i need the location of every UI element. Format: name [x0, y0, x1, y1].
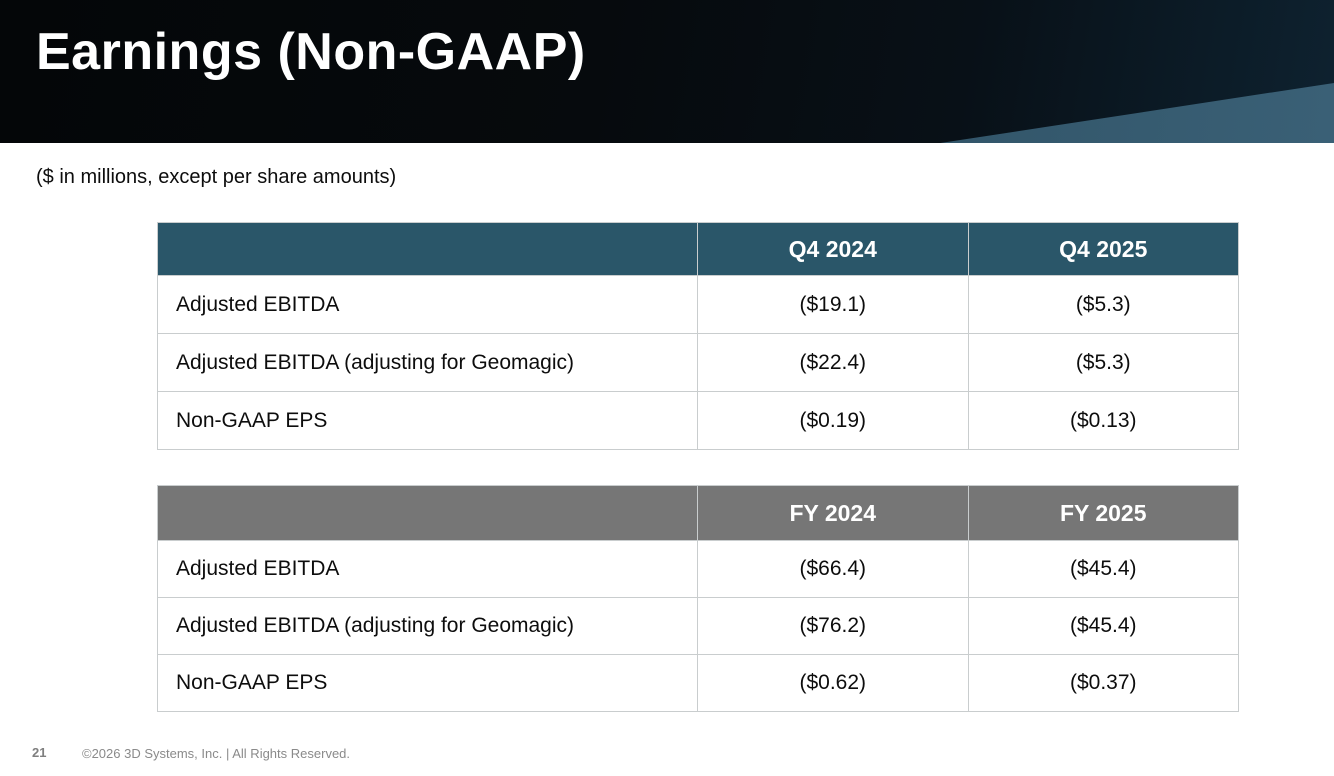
quarterly-header-row: Q4 2024 Q4 2025: [157, 222, 1239, 276]
cell-value: ($76.2): [697, 597, 969, 655]
page-number: 21: [32, 745, 47, 760]
full-year-header-fy-2024: FY 2024: [697, 485, 969, 541]
quarterly-results-table: Q4 2024 Q4 2025 Adjusted EBITDA ($19.1) …: [157, 222, 1239, 450]
slide-footer: 21 ©2026 3D Systems, Inc. | All Rights R…: [0, 742, 1334, 766]
copyright-text: ©2026 3D Systems, Inc. | All Rights Rese…: [82, 746, 351, 761]
table-row-adjusted-ebitda-geomagic: Adjusted EBITDA (adjusting for Geomagic)…: [157, 597, 1239, 655]
cell-value: ($45.4): [967, 597, 1239, 655]
cell-value: ($0.13): [967, 391, 1239, 450]
row-label: Adjusted EBITDA: [157, 275, 698, 334]
cell-value: ($5.3): [967, 333, 1239, 392]
table-row-non-gaap-eps: Non-GAAP EPS ($0.19) ($0.13): [157, 391, 1239, 450]
slide-header-band: Earnings (Non-GAAP): [0, 0, 1334, 143]
full-year-header-row: FY 2024 FY 2025: [157, 485, 1239, 541]
full-year-header-fy-2025: FY 2025: [967, 485, 1239, 541]
table-row-non-gaap-eps: Non-GAAP EPS ($0.62) ($0.37): [157, 654, 1239, 712]
units-note: ($ in millions, except per share amounts…: [36, 166, 397, 188]
row-label: Non-GAAP EPS: [157, 391, 698, 450]
cell-value: ($22.4): [697, 333, 969, 392]
slide-title: Earnings (Non-GAAP): [36, 23, 586, 81]
table-row-adjusted-ebitda: Adjusted EBITDA ($66.4) ($45.4): [157, 540, 1239, 598]
quarterly-header-empty-cell: [157, 222, 698, 276]
quarterly-header-q4-2025: Q4 2025: [967, 222, 1239, 276]
cell-value: ($66.4): [697, 540, 969, 598]
row-label: Non-GAAP EPS: [157, 654, 698, 712]
full-year-results-table: FY 2024 FY 2025 Adjusted EBITDA ($66.4) …: [157, 485, 1239, 712]
row-label: Adjusted EBITDA: [157, 540, 698, 598]
row-label: Adjusted EBITDA (adjusting for Geomagic): [157, 597, 698, 655]
cell-value: ($0.37): [967, 654, 1239, 712]
table-row-adjusted-ebitda-geomagic: Adjusted EBITDA (adjusting for Geomagic)…: [157, 333, 1239, 392]
cell-value: ($0.19): [697, 391, 969, 450]
row-label: Adjusted EBITDA (adjusting for Geomagic): [157, 333, 698, 392]
cell-value: ($19.1): [697, 275, 969, 334]
cell-value: ($45.4): [967, 540, 1239, 598]
quarterly-header-q4-2024: Q4 2024: [697, 222, 969, 276]
table-row-adjusted-ebitda: Adjusted EBITDA ($19.1) ($5.3): [157, 275, 1239, 334]
cell-value: ($0.62): [697, 654, 969, 712]
full-year-header-empty-cell: [157, 485, 698, 541]
cell-value: ($5.3): [967, 275, 1239, 334]
